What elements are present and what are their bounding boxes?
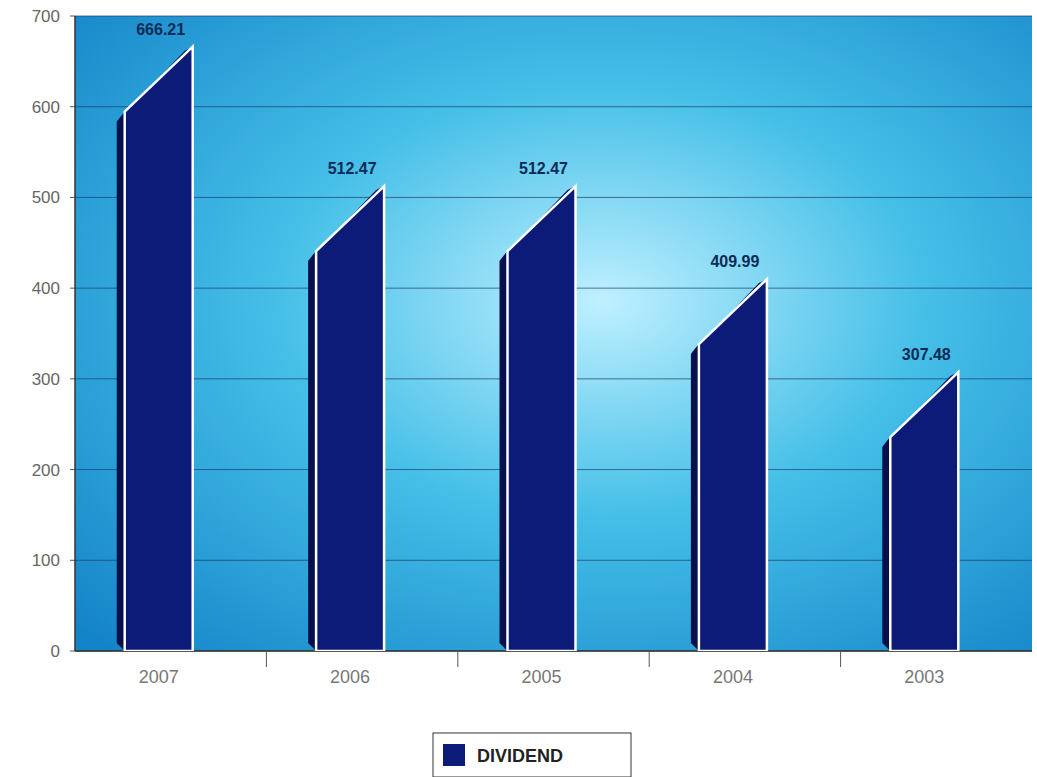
legend: DIVIDEND: [433, 733, 631, 777]
y-tick-label: 300: [32, 370, 60, 389]
data-label: 409.99: [710, 253, 759, 270]
data-label: 666.21: [136, 21, 185, 38]
bar: [508, 186, 576, 651]
bar: [316, 186, 384, 651]
y-tick-label: 500: [32, 188, 60, 207]
y-tick-label: 0: [51, 642, 60, 661]
legend-label: DIVIDEND: [477, 746, 563, 766]
grid-line: [75, 16, 1032, 17]
legend-box: [433, 733, 631, 777]
labels: 666.21 2007 512.47 2006 512.47 2005 409.99 2004…: [136, 21, 951, 687]
legend-swatch: [443, 744, 465, 766]
y-tick-label: 100: [32, 551, 60, 570]
category-separator: [457, 651, 458, 667]
category-separator: [840, 651, 841, 667]
chart: 0 100 200 300 400 500 600 700 666.21 2007 512.47 20…: [0, 0, 1037, 777]
grid-line: [75, 106, 1032, 107]
y-tick-label: 600: [32, 98, 60, 117]
x-tick-label: 2007: [139, 667, 179, 687]
x-tick-label: 2004: [713, 667, 753, 687]
grid-line: [75, 197, 1032, 198]
bar: [890, 372, 958, 651]
bar: [699, 279, 767, 651]
data-label: 512.47: [519, 160, 568, 177]
x-tick-label: 2003: [904, 667, 944, 687]
x-tick-label: 2006: [330, 667, 370, 687]
y-tick-label: 200: [32, 461, 60, 480]
category-separator: [649, 651, 650, 667]
plot-background: [75, 16, 1032, 651]
data-label: 307.48: [902, 346, 951, 363]
category-separator: [266, 651, 267, 667]
bars: [117, 47, 959, 651]
x-tick-label: 2005: [521, 667, 561, 687]
bar: [125, 47, 193, 651]
y-axis: [74, 16, 76, 651]
y-tick-label: 400: [32, 279, 60, 298]
y-tick-label: 700: [32, 7, 60, 26]
data-label: 512.47: [328, 160, 377, 177]
